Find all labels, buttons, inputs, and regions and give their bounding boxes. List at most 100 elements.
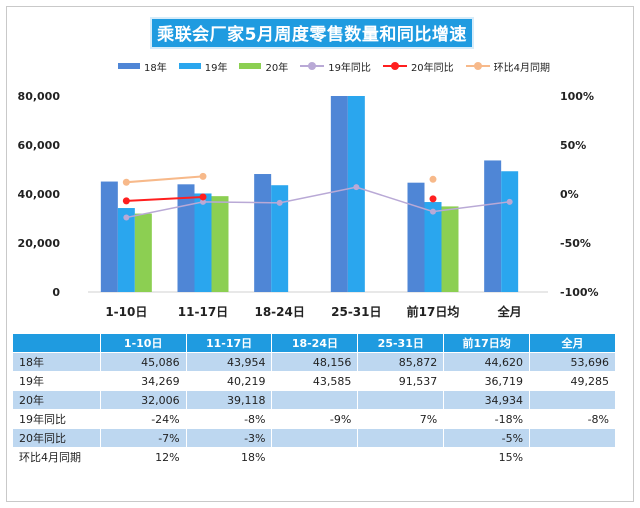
bar-18年 (330, 96, 348, 292)
point-环比4月同期 (429, 175, 437, 183)
table-cell (271, 390, 359, 410)
legend-item: 19年同比 (300, 59, 371, 74)
table-cell: -8% (529, 409, 616, 429)
table-header-cell: 25-31日 (357, 333, 445, 353)
point-19年同比 (506, 198, 513, 205)
bar-18年 (407, 182, 425, 292)
point-环比4月同期 (199, 172, 207, 180)
y-left-tick-label: 40,000 (18, 188, 61, 201)
table-cell (529, 390, 616, 410)
bar-18年 (177, 184, 195, 292)
table-cell (271, 428, 359, 448)
line-环比4月同期 (126, 175, 204, 184)
table-cell: -8% (185, 409, 273, 429)
y-left-tick-label: 0 (52, 286, 60, 299)
x-tick-label: 11-17日 (178, 305, 228, 319)
x-tick-label: 全月 (497, 304, 522, 319)
y-left-tick-label: 80,000 (18, 90, 61, 103)
table-cell: 43,585 (271, 371, 359, 391)
table-row: 环比4月同期 12% 18% 15% (12, 447, 616, 467)
table-cell (357, 390, 445, 410)
table-cell (357, 428, 445, 448)
legend-item: 18年 (118, 59, 167, 74)
point-20年同比 (199, 193, 207, 201)
table-row-label: 19年 (12, 371, 101, 391)
table-cell (357, 447, 445, 467)
table-cell: 48,156 (271, 352, 359, 372)
table-row: 20年 32,006 39,118 34,934 (12, 390, 616, 410)
table-row: 18年 45,086 43,954 48,156 85,872 44,620 53,696 (12, 352, 616, 372)
x-tick-label: 1-10日 (105, 305, 147, 319)
x-tick-label: 25-31日 (331, 305, 381, 319)
point-19年同比 (276, 199, 283, 206)
legend-label: 18年 (144, 62, 167, 74)
table-cell: 18% (185, 447, 273, 467)
legend-item: 19年 (178, 59, 228, 74)
bar-20年 (134, 213, 152, 292)
y-right-tick-label: 0% (560, 188, 579, 201)
table-cell: 32,006 (99, 390, 187, 410)
legend-label: 20年 (265, 62, 289, 74)
table-cell: 36,719 (443, 371, 531, 391)
table-row-label: 18年 (12, 352, 101, 372)
legend-item: 环比4月同期 (465, 59, 550, 74)
table-corner (12, 333, 101, 353)
table-cell: 34,269 (99, 371, 187, 391)
table-cell: 43,954 (185, 352, 273, 372)
table-cell: 12% (99, 447, 187, 467)
table-header-cell: 全月 (529, 333, 616, 353)
point-19年同比 (200, 198, 206, 205)
y-right-tick-label: 100% (560, 90, 594, 103)
table-cell: 49,285 (529, 371, 616, 391)
y-right-tick-label: 50% (560, 139, 586, 152)
point-19年同比 (123, 214, 130, 221)
table-cell: 85,872 (357, 352, 445, 372)
table-cell: 53,696 (529, 352, 616, 372)
table-header-cell: 前17日均 (443, 333, 531, 353)
legend-label: 19年同比 (328, 62, 371, 74)
table-cell: -5% (443, 428, 531, 448)
x-tick-label: 前17日均 (407, 304, 460, 319)
table-row-label: 20年同比 (12, 428, 101, 448)
table-cell (529, 428, 616, 448)
y-right-tick-label: -50% (560, 237, 591, 250)
table-cell: -24% (99, 409, 187, 429)
bar-19年 (117, 208, 135, 292)
table-cell: -9% (271, 409, 359, 429)
table-cell: 39,118 (185, 390, 273, 410)
table-header-cell: 1-10日 (99, 333, 187, 353)
point-19年同比 (353, 184, 360, 191)
chart-title: 乘联会厂家5月周度零售数量和同比增速 (150, 17, 474, 49)
bar-19年 (424, 202, 442, 292)
table-cell (271, 447, 359, 467)
point-19年同比 (430, 208, 436, 215)
chart-legend: 18年 19年 20年 19年同比 20年同比 环比4月同期 (118, 58, 562, 74)
table-cell: -3% (185, 428, 273, 448)
bar-18年 (100, 181, 118, 292)
legend-swatch (382, 62, 407, 70)
bar-19年 (271, 185, 289, 292)
chart-plot: 0 20,000 40,000 60,000 80,000 -100% -50% 0% 50% 1… (18, 90, 599, 319)
legend-swatch (178, 63, 201, 69)
table-row-label: 20年 (12, 390, 101, 410)
table-cell: 44,620 (443, 352, 531, 372)
point-环比4月同期 (122, 178, 130, 186)
legend-swatch (300, 62, 325, 70)
x-tick-label: 18-24日 (254, 305, 304, 319)
bar-18年 (484, 160, 502, 292)
legend-swatch (239, 63, 262, 69)
y-left-tick-label: 20,000 (18, 237, 61, 250)
table-row: 19年 34,269 40,219 43,585 91,537 36,719 49,285 (12, 371, 616, 391)
table-row: 20年同比 -7% -3% -5% (12, 428, 616, 448)
table-cell: 7% (357, 409, 445, 429)
table-cell: 34,934 (443, 390, 531, 410)
y-right-tick-label: -100% (560, 286, 599, 299)
table-cell: -7% (99, 428, 187, 448)
data-table: 1-10日 11-17日 18-24日 25-31日 前17日均 全月 18年 45,086… (12, 333, 616, 467)
table-row-label: 环比4月同期 (12, 447, 101, 467)
legend-label: 19年 (204, 62, 228, 74)
table-cell: 15% (443, 447, 531, 467)
table-cell (529, 447, 616, 467)
legend-swatch (118, 63, 140, 69)
legend-item: 20年 (239, 59, 288, 74)
